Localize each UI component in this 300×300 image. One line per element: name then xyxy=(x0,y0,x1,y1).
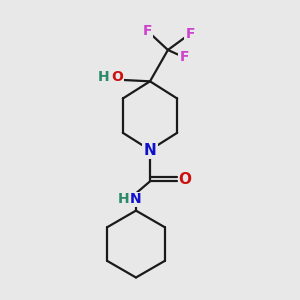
Text: F: F xyxy=(186,26,195,40)
Text: H: H xyxy=(98,70,109,84)
Text: F: F xyxy=(180,50,189,64)
Text: H: H xyxy=(117,192,129,206)
Text: N: N xyxy=(144,142,156,158)
Text: N: N xyxy=(130,192,142,206)
Text: O: O xyxy=(179,172,192,187)
Text: O: O xyxy=(111,70,123,84)
Text: F: F xyxy=(142,24,152,38)
